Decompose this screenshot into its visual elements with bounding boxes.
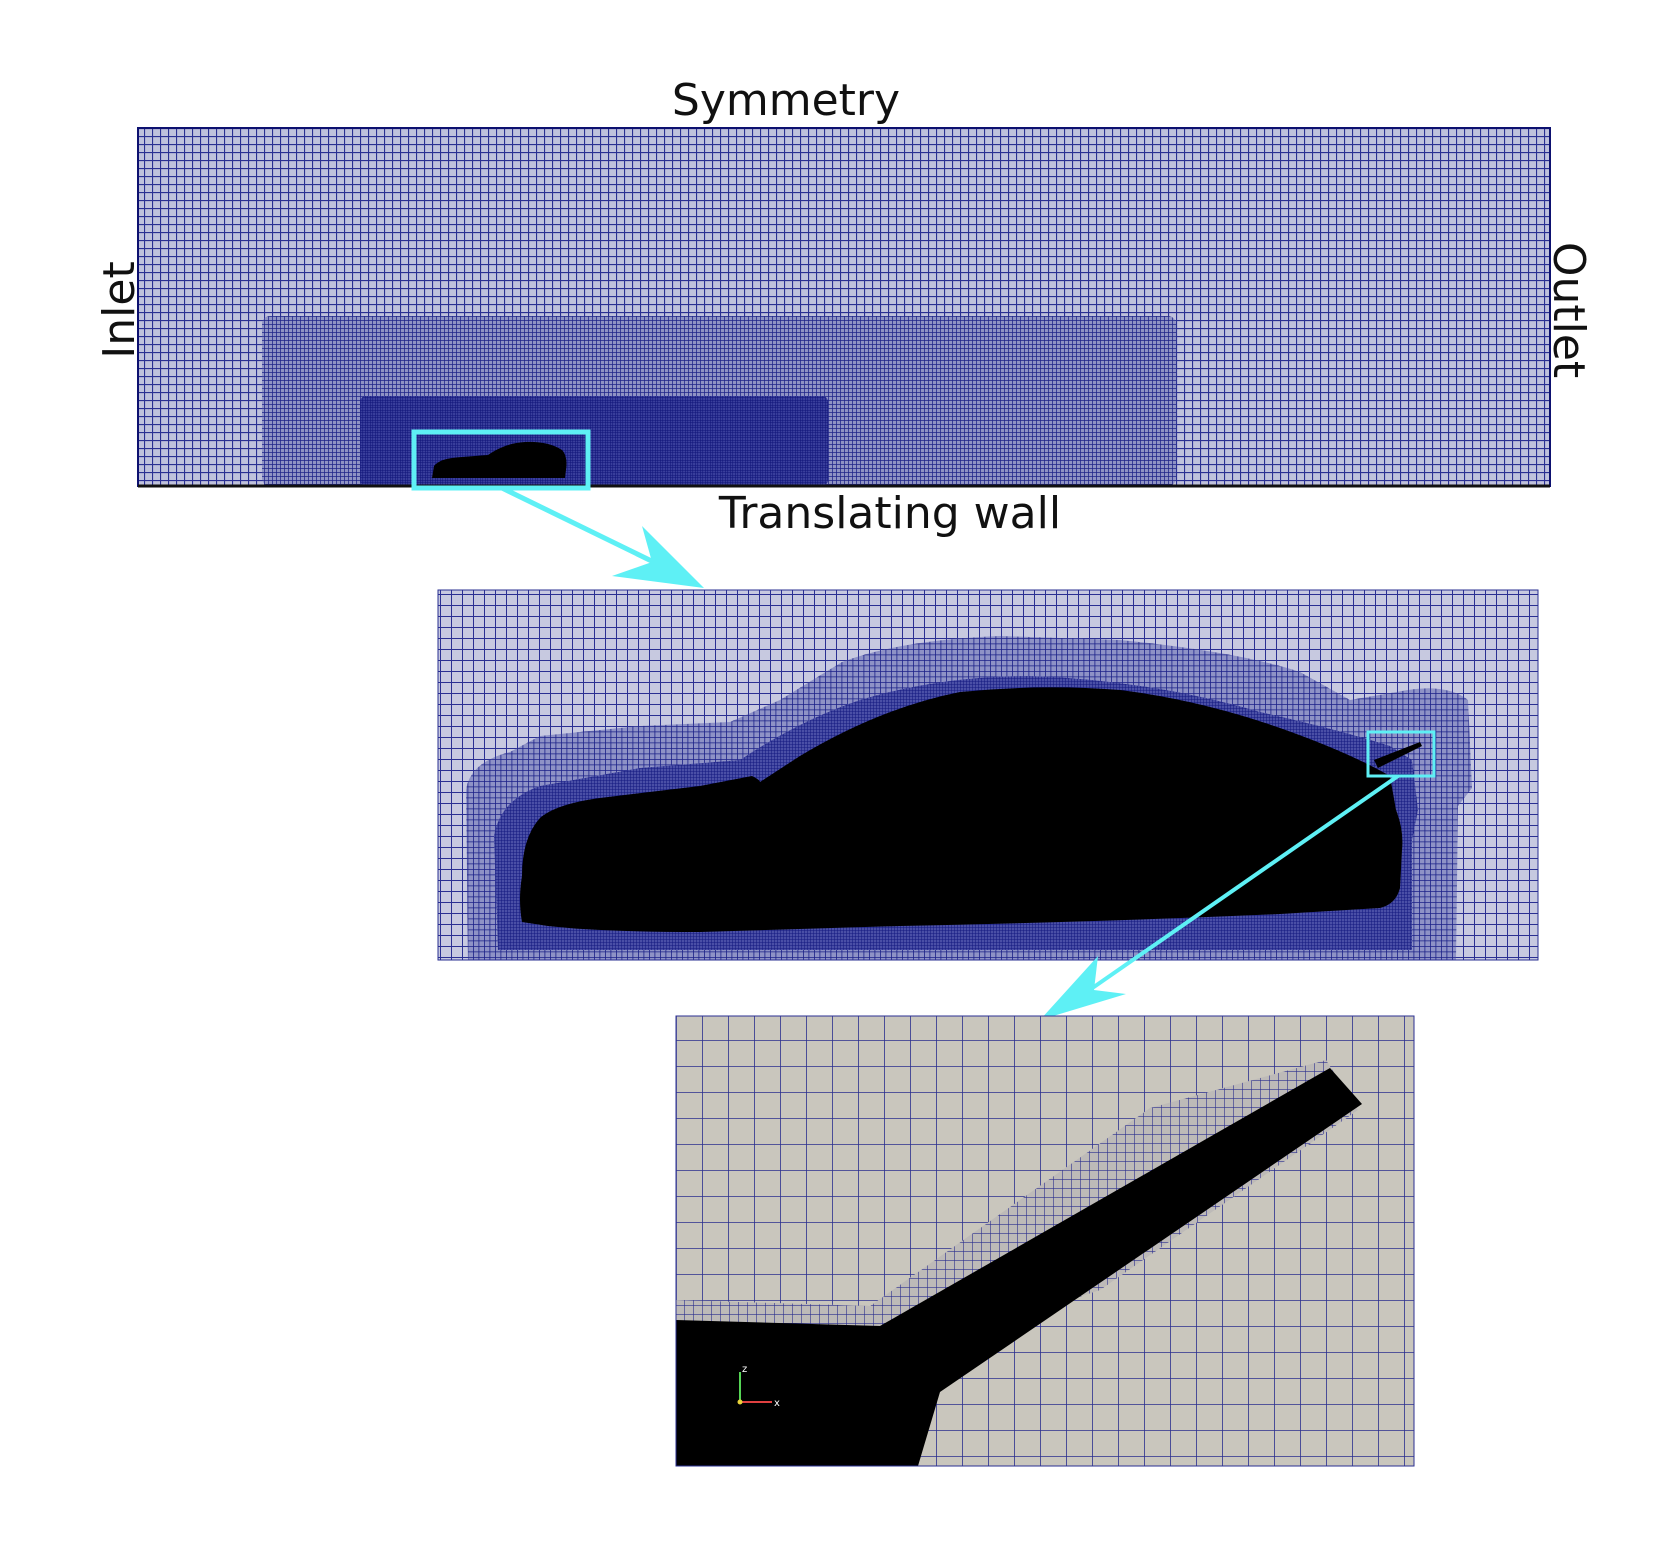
rear-spoiler: [1374, 742, 1422, 768]
spoiler-mesh-panel-border: [675, 1015, 1415, 1467]
car-mesh-panel: [438, 590, 1538, 960]
car-silhouette: [520, 687, 1403, 932]
label-translating-wall: Translating wall: [718, 488, 1061, 539]
label-outlet: Outlet: [1543, 242, 1594, 378]
axis-x-label: x: [774, 1398, 780, 1409]
label-symmetry: Symmetry: [672, 75, 900, 126]
car-mesh-panel-border: [437, 589, 1539, 961]
car-highlight-box: [411, 429, 591, 491]
domain-mesh-panel: [138, 128, 1550, 486]
zoom-arrow-1: [500, 485, 704, 588]
label-inlet: Inlet: [94, 261, 145, 358]
car-silhouette-small: [432, 441, 567, 478]
zoom-arrow-2: [1040, 774, 1400, 1020]
spoiler-highlight-box: [1366, 730, 1436, 778]
refinement-box-level-2: [360, 396, 828, 486]
axis-triad: z x: [737, 1364, 780, 1409]
axis-z-label: z: [742, 1364, 747, 1375]
spoiler-mesh-panel: [676, 1016, 1414, 1466]
spoiler-solid: [676, 1068, 1362, 1466]
